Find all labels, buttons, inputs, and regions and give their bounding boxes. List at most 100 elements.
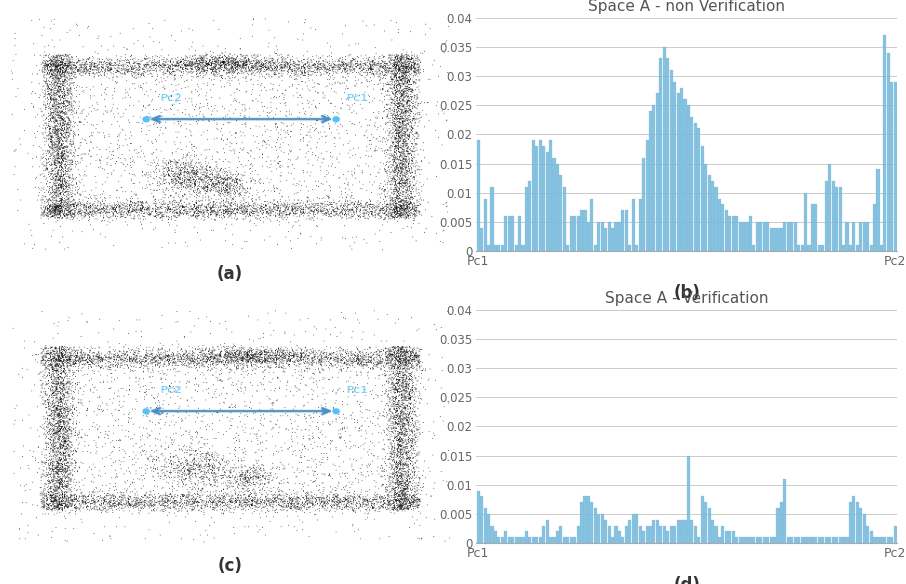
Bar bbox=[728, 531, 731, 543]
Bar bbox=[480, 496, 483, 543]
Bar bbox=[622, 210, 624, 251]
Bar bbox=[660, 526, 662, 543]
Bar bbox=[573, 216, 576, 251]
Bar bbox=[807, 537, 811, 543]
Bar bbox=[477, 491, 479, 543]
Bar bbox=[773, 228, 776, 251]
Bar bbox=[477, 140, 479, 251]
Bar bbox=[746, 537, 748, 543]
Bar bbox=[545, 152, 549, 251]
Bar bbox=[687, 105, 690, 251]
Bar bbox=[776, 508, 779, 543]
Text: (d): (d) bbox=[673, 576, 700, 584]
Bar bbox=[570, 216, 573, 251]
Bar bbox=[763, 537, 766, 543]
Bar bbox=[645, 140, 649, 251]
Bar bbox=[839, 537, 842, 543]
Bar bbox=[625, 526, 628, 543]
Bar bbox=[704, 502, 708, 543]
Bar bbox=[614, 222, 618, 251]
Bar bbox=[870, 531, 872, 543]
Bar bbox=[700, 496, 704, 543]
Bar bbox=[690, 520, 693, 543]
Bar bbox=[504, 216, 507, 251]
Bar bbox=[511, 537, 515, 543]
Bar bbox=[780, 228, 783, 251]
Bar bbox=[497, 537, 500, 543]
Bar bbox=[732, 531, 735, 543]
Bar bbox=[891, 537, 893, 543]
Bar bbox=[859, 508, 863, 543]
Bar bbox=[515, 537, 517, 543]
Bar bbox=[566, 245, 569, 251]
Bar bbox=[725, 210, 728, 251]
Bar bbox=[583, 496, 586, 543]
Bar bbox=[670, 70, 673, 251]
Bar bbox=[694, 526, 697, 543]
Bar bbox=[845, 537, 849, 543]
Bar bbox=[597, 222, 601, 251]
Bar bbox=[545, 520, 549, 543]
Bar bbox=[832, 181, 834, 251]
Bar bbox=[870, 245, 872, 251]
Bar bbox=[587, 222, 590, 251]
Bar bbox=[708, 175, 710, 251]
Bar bbox=[746, 222, 748, 251]
Bar bbox=[532, 140, 535, 251]
Bar bbox=[573, 537, 576, 543]
Bar bbox=[698, 128, 700, 251]
Bar bbox=[591, 199, 593, 251]
Bar bbox=[784, 222, 786, 251]
Bar bbox=[484, 199, 487, 251]
Bar bbox=[649, 526, 652, 543]
Bar bbox=[559, 175, 563, 251]
Bar bbox=[642, 531, 645, 543]
Bar bbox=[738, 222, 742, 251]
Bar bbox=[824, 181, 828, 251]
Bar bbox=[804, 537, 807, 543]
Bar bbox=[608, 526, 611, 543]
Bar bbox=[645, 526, 649, 543]
Bar bbox=[601, 514, 603, 543]
Bar bbox=[580, 210, 583, 251]
Bar bbox=[807, 245, 811, 251]
Bar bbox=[763, 222, 766, 251]
Bar bbox=[773, 537, 776, 543]
Bar bbox=[700, 146, 704, 251]
Bar bbox=[828, 164, 832, 251]
Bar bbox=[542, 526, 545, 543]
Bar bbox=[635, 514, 638, 543]
Bar bbox=[542, 146, 545, 251]
Bar bbox=[711, 181, 714, 251]
Bar bbox=[687, 456, 690, 543]
Bar bbox=[690, 117, 693, 251]
Bar bbox=[776, 228, 779, 251]
Bar bbox=[883, 537, 886, 543]
Text: (b): (b) bbox=[673, 284, 700, 302]
Bar bbox=[718, 199, 721, 251]
Bar bbox=[662, 47, 666, 251]
Bar bbox=[604, 228, 607, 251]
Bar bbox=[522, 537, 525, 543]
Bar bbox=[662, 526, 666, 543]
Bar bbox=[752, 245, 756, 251]
Bar bbox=[797, 245, 800, 251]
Bar bbox=[507, 537, 511, 543]
Bar bbox=[880, 537, 883, 543]
Text: (c): (c) bbox=[217, 557, 242, 575]
Bar bbox=[797, 537, 800, 543]
Bar bbox=[735, 216, 738, 251]
Bar bbox=[652, 520, 656, 543]
Bar bbox=[614, 526, 618, 543]
Bar bbox=[876, 537, 880, 543]
Bar bbox=[587, 496, 590, 543]
Bar bbox=[576, 216, 580, 251]
Bar bbox=[818, 245, 821, 251]
Bar bbox=[876, 169, 880, 251]
Bar bbox=[549, 537, 552, 543]
Bar bbox=[601, 222, 603, 251]
Bar bbox=[738, 537, 742, 543]
Bar bbox=[887, 537, 890, 543]
Bar bbox=[604, 520, 607, 543]
Bar bbox=[673, 526, 676, 543]
